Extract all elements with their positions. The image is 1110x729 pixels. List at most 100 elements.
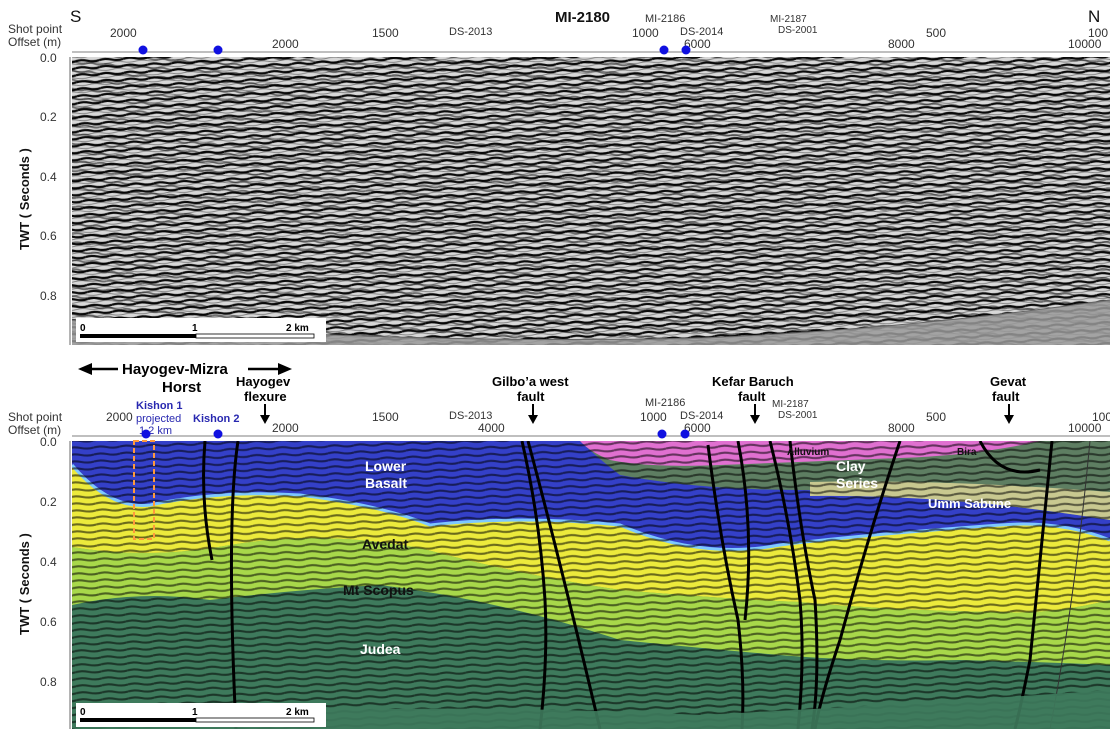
well-marker	[681, 45, 691, 55]
bottom-interpreted-section	[72, 441, 1110, 729]
bottom-offset-tick: 2000	[272, 421, 299, 435]
bottom-scale-bar-box	[76, 703, 326, 727]
top-well-label: MI-2187	[770, 14, 807, 25]
top-offset-tick: 2000	[272, 37, 299, 51]
top-shot-point-tick: 1500	[372, 26, 399, 40]
well-marker	[141, 429, 151, 439]
kefar-fault-arrow	[750, 404, 760, 424]
kishon2-label: Kishon 2	[193, 413, 239, 425]
well-marker	[138, 45, 148, 55]
top-y-tick: 0.0	[40, 51, 57, 65]
bottom-twt-axis-label: TWT ( Seconds )	[17, 533, 32, 635]
bottom-scale-bar-segment	[195, 717, 315, 723]
layer-label-clay-series: Series	[836, 475, 878, 491]
well-marker	[213, 45, 223, 55]
gevat-fault-label: fault	[992, 389, 1020, 404]
bottom-well-label: MI-2186	[645, 397, 685, 409]
top-well-label: MI-2186	[645, 13, 685, 25]
bottom-scale-label: 1	[192, 707, 198, 718]
layer-label-umm-sabune: Umm Sabune	[928, 496, 1011, 511]
kishon1-label: Kishon 1	[136, 400, 182, 412]
top-y-tick: 0.6	[40, 229, 57, 243]
gilboa-fault-label: Gilbo’a west	[492, 374, 569, 389]
top-y-tick: 0.4	[40, 170, 57, 184]
gevat-fault-label: Gevat	[990, 374, 1027, 389]
top-scale-bar-segment	[195, 333, 315, 339]
layer-label-mt-scopus: Mt Scopus	[343, 582, 414, 598]
top-shot-point-tick: 1000	[632, 26, 659, 40]
bottom-offset-tick: 8000	[888, 421, 915, 435]
bottom-shot-point-tick: 1000	[640, 410, 667, 424]
south-label: S	[70, 7, 81, 26]
top-shot-point-tick: 2000	[110, 26, 137, 40]
bottom-well-label: DS-2014	[680, 410, 723, 422]
well-marker	[680, 429, 690, 439]
top-scale-bar-segment	[80, 334, 196, 338]
bottom-y-tick: 0.6	[40, 615, 57, 629]
top-shot-point-tick: 100	[1088, 26, 1108, 40]
bottom-offset-label: Offset (m)	[8, 423, 61, 437]
horst-label: Hayogev-Mizra	[122, 361, 229, 378]
gevat-fault-arrow	[1004, 404, 1014, 424]
flexure-arrow	[260, 404, 270, 424]
profile-title: MI-2180	[555, 9, 610, 26]
layer-label-avedat: Avedat	[362, 536, 409, 552]
layer-label-lower-basalt: Basalt	[365, 475, 407, 491]
bottom-offset-tick: 6000	[684, 421, 711, 435]
kefar-fault-label: Kefar Baruch	[712, 374, 794, 389]
top-scale-label: 1	[192, 323, 198, 334]
well-marker	[213, 429, 223, 439]
top-offset-tick: 8000	[888, 37, 915, 51]
bottom-shot-point-tick: 1500	[372, 410, 399, 424]
bottom-shot-point-tick: 2000	[106, 410, 133, 424]
bottom-shot-point-tick: 500	[926, 410, 946, 424]
layer-label-judea: Judea	[360, 641, 401, 657]
fault-lines	[202, 441, 1054, 729]
kishon1-projected-label: projected	[136, 413, 181, 425]
kefar-fault-label: fault	[738, 389, 766, 404]
top-shot-point-tick: 500	[926, 26, 946, 40]
bottom-y-tick: 0.0	[40, 435, 57, 449]
bottom-offset-tick: 4000	[478, 421, 505, 435]
north-label: N	[1088, 7, 1100, 26]
bottom-well-label: MI-2187	[772, 399, 809, 410]
bottom-scale-bar-segment	[80, 718, 196, 722]
top-offset-tick: 6000	[684, 37, 711, 51]
horst-arrows	[78, 363, 292, 375]
bottom-scale-label: 0	[80, 707, 86, 718]
gilboa-fault-arrow	[528, 404, 538, 424]
layer-label-alluvium: Alluvium	[787, 447, 829, 458]
gilboa-fault-label: fault	[517, 389, 545, 404]
flexure-label: Hayogev	[236, 374, 291, 389]
top-well-label: DS-2001	[778, 25, 818, 36]
top-well-label: DS-2013	[449, 26, 492, 38]
well-marker	[659, 45, 669, 55]
layer-label-bira: Bira	[957, 447, 977, 458]
bottom-y-tick: 0.8	[40, 675, 57, 689]
bottom-shot-point-label: Shot point	[8, 410, 63, 424]
bottom-offset-tick: 10000	[1068, 421, 1102, 435]
top-offset-tick: 10000	[1068, 37, 1102, 51]
bottom-y-tick: 0.4	[40, 555, 57, 569]
bottom-y-tick: 0.2	[40, 495, 57, 509]
layer-label-lower-basalt: Lower	[365, 458, 407, 474]
layer-label-clay-series: Clay	[836, 458, 866, 474]
top-twt-axis-label: TWT ( Seconds )	[17, 148, 32, 250]
bottom-well-label: DS-2013	[449, 410, 492, 422]
top-scale-label: 2 km	[286, 323, 309, 334]
bottom-shot-point-tick: 100	[1092, 410, 1110, 424]
top-shot-point-label: Shot point	[8, 22, 63, 36]
bottom-scale-label: 2 km	[286, 707, 309, 718]
top-scale-label: 0	[80, 323, 86, 334]
top-well-label: DS-2014	[680, 26, 723, 38]
flexure-label: flexure	[244, 389, 287, 404]
top-seismic-section	[72, 57, 1110, 345]
well-marker	[657, 429, 667, 439]
top-y-tick: 0.8	[40, 289, 57, 303]
top-offset-label: Offset (m)	[8, 35, 61, 49]
horst-label: Horst	[162, 379, 201, 396]
top-y-tick: 0.2	[40, 110, 57, 124]
kishon1-projected-box	[133, 440, 155, 540]
bottom-well-label: DS-2001	[778, 410, 818, 421]
